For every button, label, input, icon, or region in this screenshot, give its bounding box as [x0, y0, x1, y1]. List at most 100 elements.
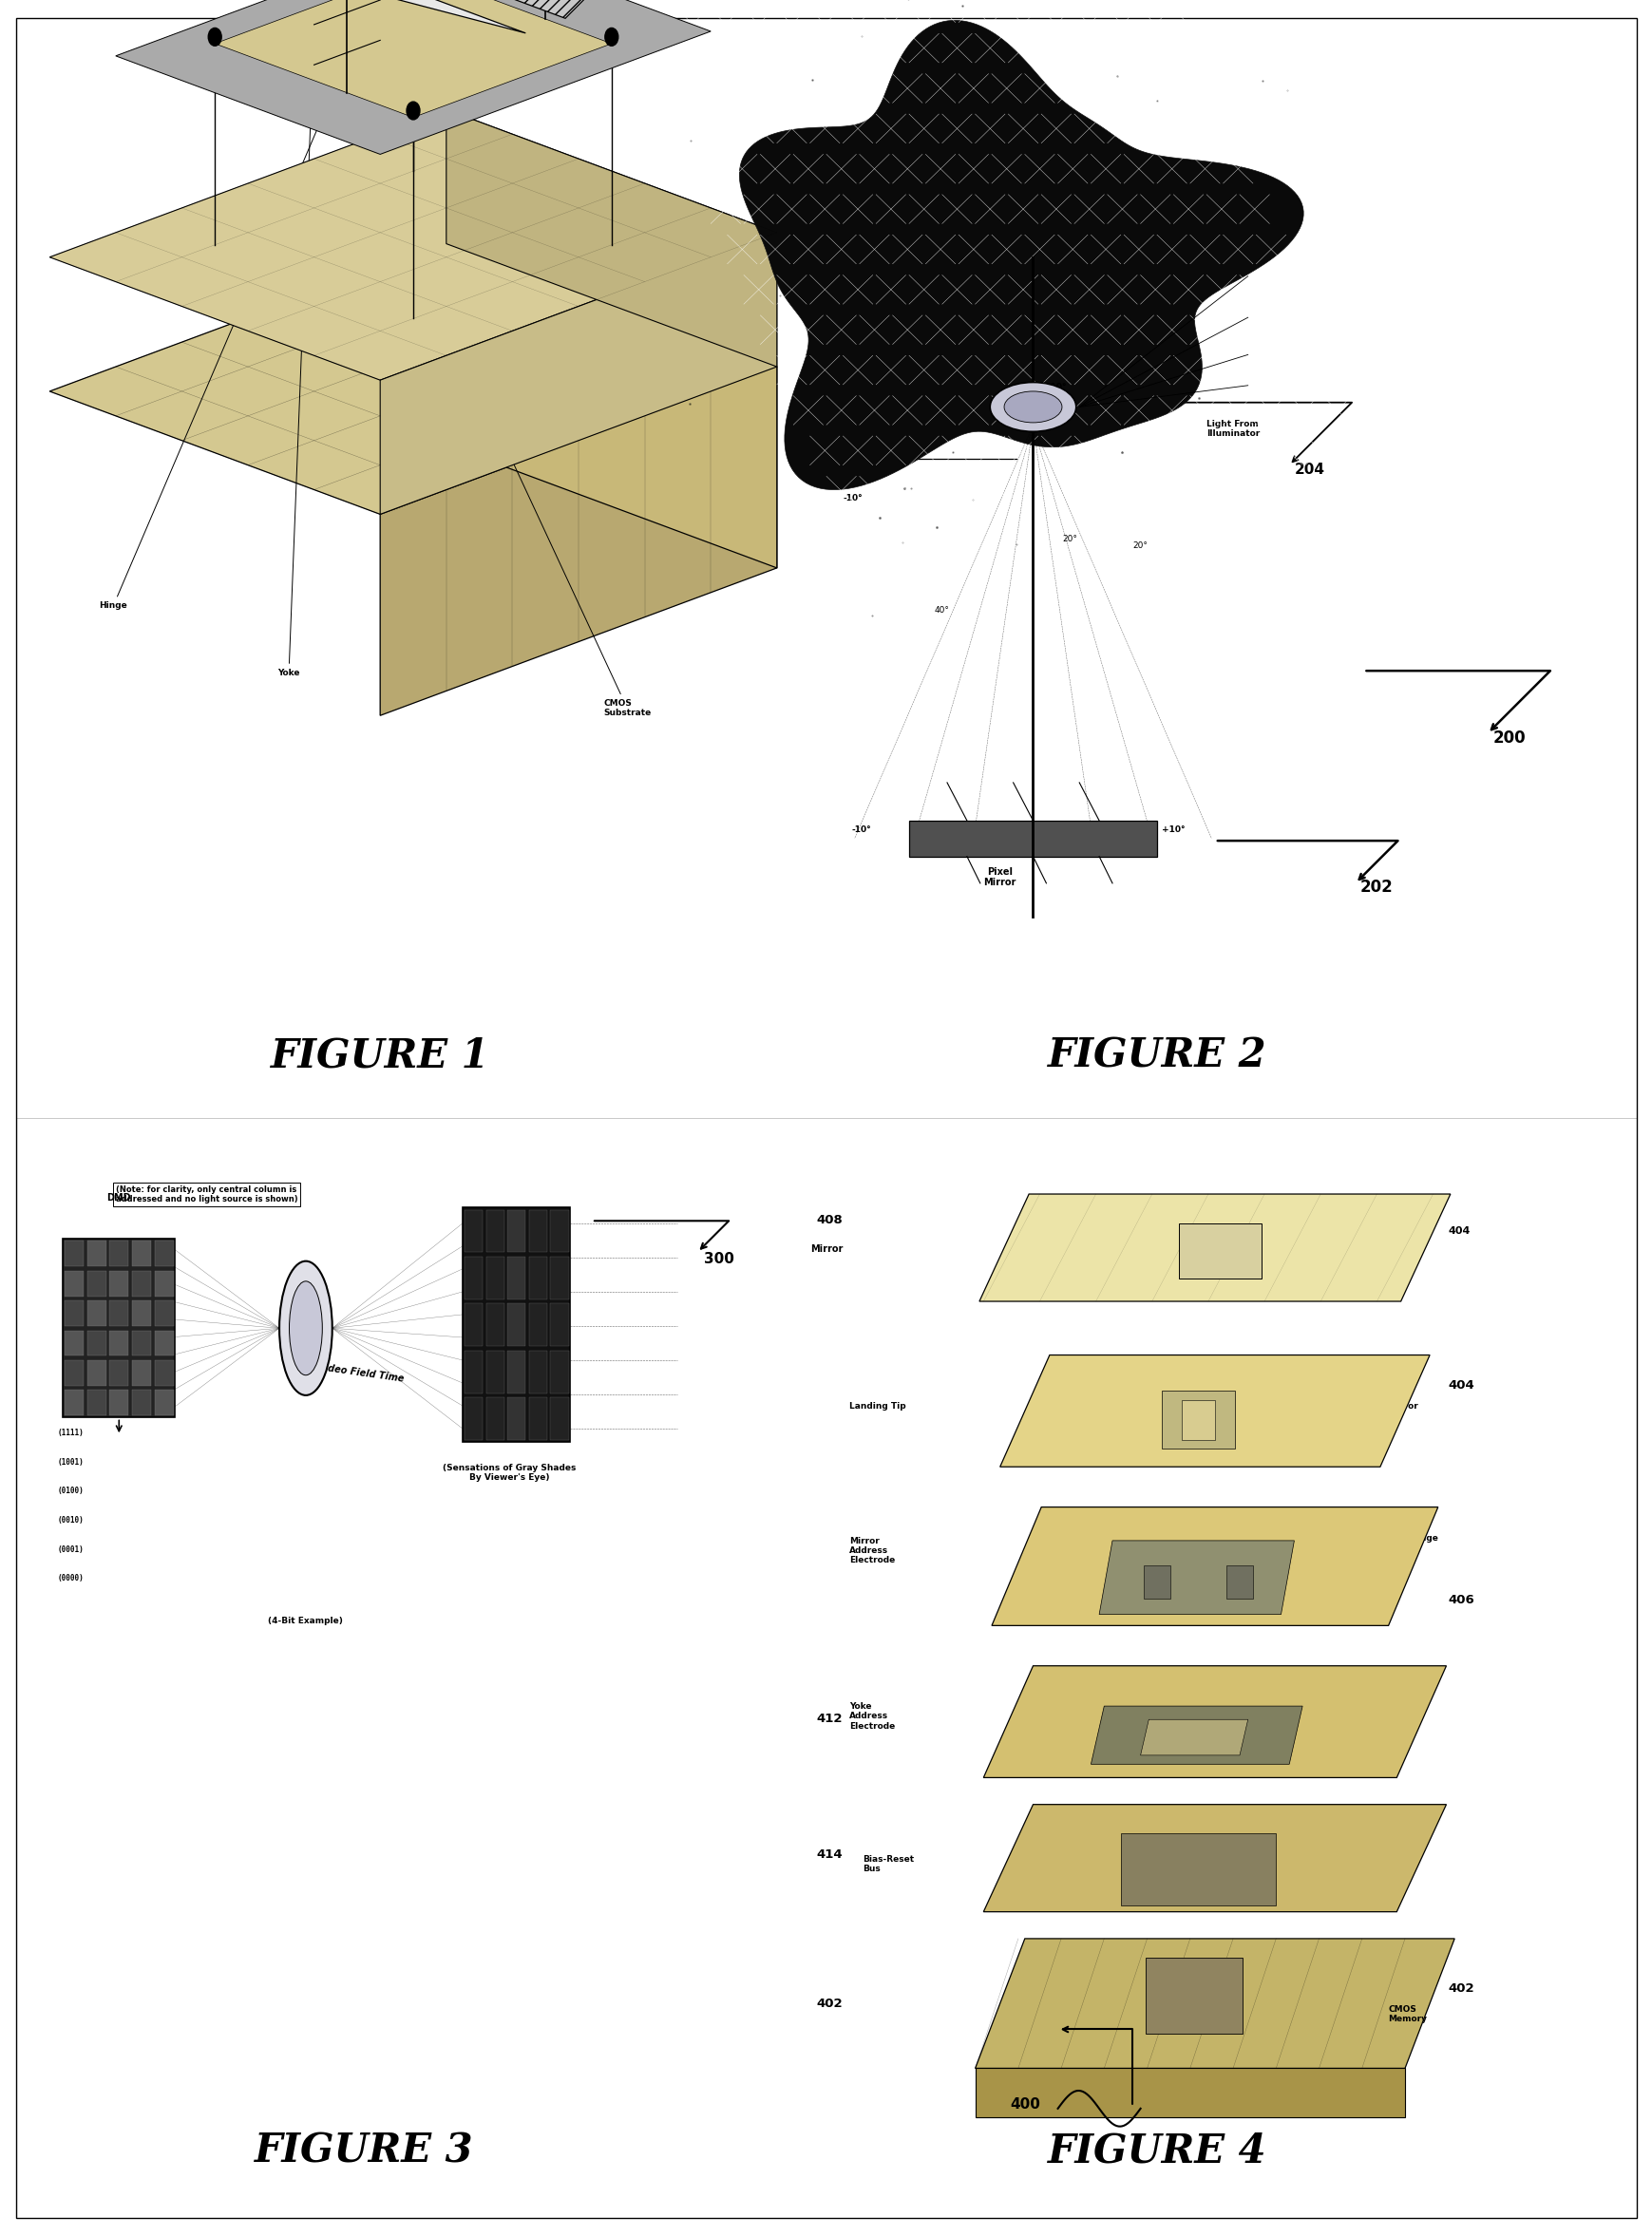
- Bar: [464, 1351, 482, 1393]
- Polygon shape: [215, 0, 611, 116]
- Text: FIGURE 3: FIGURE 3: [254, 2131, 472, 2171]
- Bar: [550, 1304, 568, 1346]
- Text: -10°: -10°: [851, 825, 871, 834]
- Bar: [88, 1301, 106, 1326]
- Bar: [88, 1270, 106, 1297]
- Polygon shape: [50, 110, 776, 380]
- Polygon shape: [983, 1666, 1446, 1778]
- Bar: [486, 1398, 504, 1440]
- Text: Light From
Illuminator: Light From Illuminator: [1206, 420, 1259, 438]
- Polygon shape: [169, 0, 525, 34]
- Text: Landing
Site: Landing Site: [1186, 1371, 1222, 1389]
- Text: 408: 408: [816, 1214, 843, 1225]
- Bar: [109, 1330, 129, 1355]
- Polygon shape: [909, 821, 1156, 856]
- Bar: [529, 1257, 547, 1299]
- Polygon shape: [50, 244, 776, 514]
- Text: 200: 200: [1492, 729, 1525, 747]
- Bar: [64, 1391, 84, 1415]
- Bar: [529, 1304, 547, 1346]
- Text: Pixel
Mirror: Pixel Mirror: [983, 868, 1016, 888]
- Text: 202: 202: [1360, 879, 1393, 897]
- Bar: [550, 1398, 568, 1440]
- Text: Flat: Flat: [816, 449, 834, 458]
- Text: Mirror: Mirror: [1388, 1254, 1421, 1263]
- Bar: [132, 1301, 150, 1326]
- Polygon shape: [1090, 1706, 1302, 1764]
- Text: (Layers): (Layers): [1388, 1201, 1426, 1210]
- Text: 402: 402: [1447, 1983, 1474, 1995]
- Bar: [154, 1270, 173, 1297]
- Bar: [507, 1398, 525, 1440]
- FancyBboxPatch shape: [1145, 1959, 1242, 2035]
- Text: Mirror: Mirror: [1388, 1402, 1417, 1411]
- Bar: [154, 1301, 173, 1326]
- Text: Yoke: Yoke: [278, 34, 314, 678]
- Bar: [132, 1270, 150, 1297]
- Bar: [109, 1241, 129, 1266]
- Text: Yoke: Yoke: [1166, 1534, 1189, 1543]
- Text: 412: 412: [816, 1713, 843, 1724]
- Text: (0010): (0010): [58, 1516, 84, 1525]
- Polygon shape: [1140, 1719, 1247, 1755]
- Text: Yoke
Address
Electrode: Yoke Address Electrode: [849, 1702, 895, 1731]
- Bar: [132, 1391, 150, 1415]
- Text: Landing Tip: Landing Tip: [849, 1402, 905, 1411]
- Bar: [132, 1241, 150, 1266]
- Text: Torsion Hinge: Torsion Hinge: [1166, 1525, 1216, 1534]
- Bar: [64, 1270, 84, 1297]
- Text: 406: 406: [1447, 1594, 1474, 1605]
- Text: (Sensations of Gray Shades
By Viewer's Eye): (Sensations of Gray Shades By Viewer's E…: [443, 1465, 575, 1482]
- Bar: [1226, 1565, 1252, 1599]
- Text: (Note: for clarity, only central column is
addressed and no light source is show: (Note: for clarity, only central column …: [116, 1185, 297, 1203]
- Bar: [1181, 1400, 1214, 1440]
- Bar: [64, 1359, 84, 1386]
- Bar: [132, 1330, 150, 1355]
- Text: Metal-3: Metal-3: [1388, 1838, 1424, 1847]
- Bar: [64, 1241, 84, 1266]
- Text: Hinge: Hinge: [99, 63, 345, 610]
- Polygon shape: [978, 1194, 1450, 1301]
- Text: Mirror: Mirror: [809, 1245, 843, 1254]
- Bar: [109, 1359, 129, 1386]
- Bar: [507, 1304, 525, 1346]
- Text: 404: 404: [1447, 1380, 1474, 1391]
- Bar: [63, 1239, 175, 1418]
- Bar: [463, 1207, 570, 1442]
- Polygon shape: [991, 1507, 1437, 1626]
- Bar: [88, 1391, 106, 1415]
- Bar: [507, 1210, 525, 1252]
- Ellipse shape: [1003, 391, 1061, 423]
- Text: (1111): (1111): [58, 1429, 84, 1438]
- Polygon shape: [446, 244, 776, 568]
- Bar: [1143, 1565, 1170, 1599]
- Polygon shape: [1099, 1541, 1294, 1614]
- Text: 402: 402: [816, 1997, 843, 2010]
- Bar: [550, 1351, 568, 1393]
- Bar: [154, 1391, 173, 1415]
- Circle shape: [406, 101, 420, 121]
- Text: Pixel
Image: Pixel Image: [1251, 228, 1282, 250]
- Bar: [529, 1351, 547, 1393]
- Bar: [154, 1359, 173, 1386]
- Bar: [154, 1330, 173, 1355]
- Bar: [464, 1304, 482, 1346]
- Text: 404: 404: [1447, 1228, 1469, 1237]
- Text: 414: 414: [816, 1849, 843, 1860]
- Polygon shape: [367, 0, 724, 18]
- Polygon shape: [380, 233, 776, 514]
- Text: Bias-Reset
Bus: Bias-Reset Bus: [862, 1856, 914, 1874]
- Polygon shape: [738, 20, 1303, 490]
- Bar: [1161, 1391, 1234, 1449]
- Bar: [64, 1301, 84, 1326]
- Bar: [464, 1398, 482, 1440]
- Text: Metal-3: Metal-3: [1388, 1699, 1422, 1708]
- Text: Via 2 Contact
to CMOS: Via 2 Contact to CMOS: [1193, 1673, 1252, 1690]
- Text: -10°: -10°: [843, 494, 862, 503]
- Ellipse shape: [289, 1281, 322, 1375]
- Bar: [486, 1210, 504, 1252]
- Text: 20°: 20°: [1062, 534, 1077, 543]
- Bar: [109, 1270, 129, 1297]
- Bar: [464, 1210, 482, 1252]
- Bar: [154, 1241, 173, 1266]
